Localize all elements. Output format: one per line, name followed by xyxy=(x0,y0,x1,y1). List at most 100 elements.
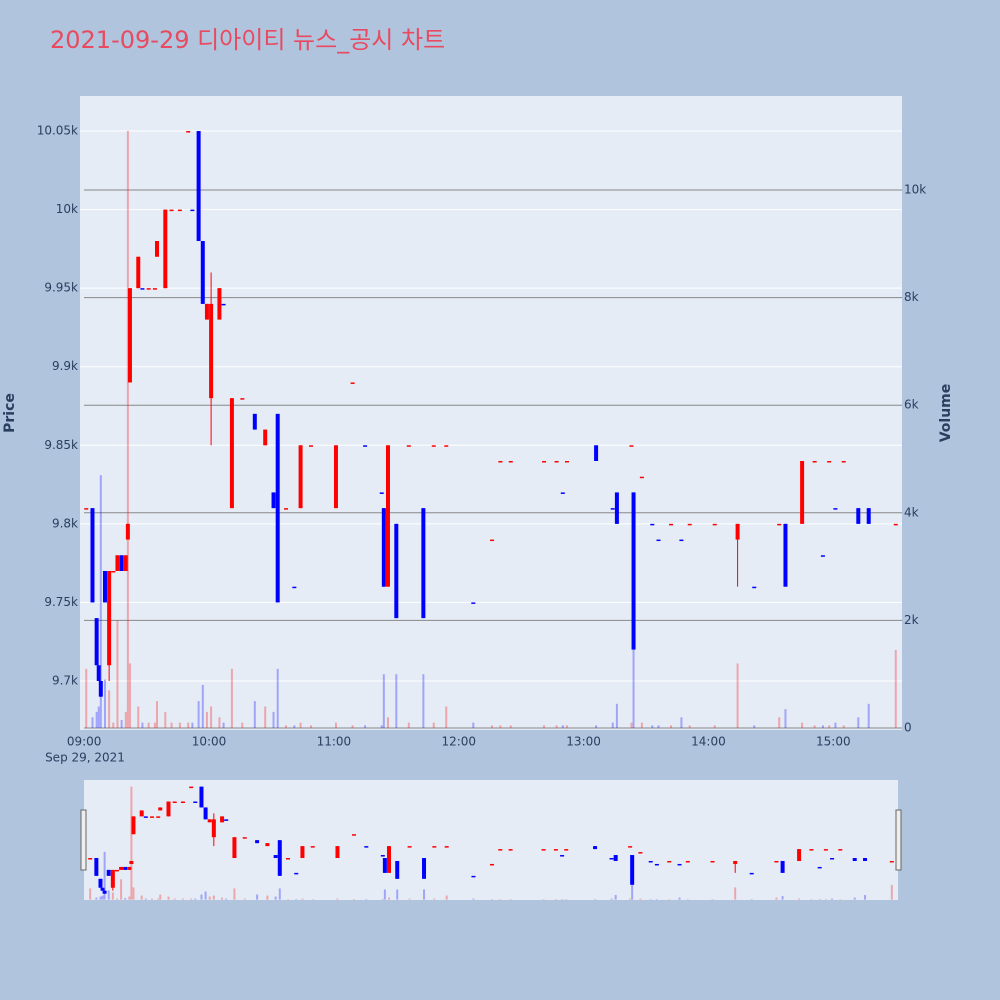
range-handle-right[interactable] xyxy=(895,809,902,871)
volume-bar xyxy=(124,711,127,729)
slider-candle-body xyxy=(98,878,103,888)
candle-body xyxy=(252,413,257,430)
volume-bar xyxy=(230,668,233,729)
candle-body xyxy=(169,209,174,212)
candle-body xyxy=(639,476,644,479)
slider-volume-bar xyxy=(629,898,632,900)
volume-bar xyxy=(543,725,546,729)
x-tick-label: 15:00 xyxy=(816,735,851,749)
slider-candle-body xyxy=(286,858,291,860)
slider-candle-body xyxy=(564,849,569,851)
x-tick-label: 14:00 xyxy=(691,735,726,749)
slider-candle-body xyxy=(685,860,690,863)
slider-candle-body xyxy=(395,860,400,879)
slider-volume-bar xyxy=(499,899,502,900)
slider-volume-bar xyxy=(408,898,411,900)
volume-bar xyxy=(155,701,158,729)
volume-bar xyxy=(509,725,512,729)
volume-bar xyxy=(126,130,129,729)
slider-volume-bar xyxy=(208,896,211,900)
slider-volume-bar xyxy=(831,898,834,900)
slider-volume-bar xyxy=(278,888,281,900)
candle-body xyxy=(833,508,838,510)
slider-candle-body xyxy=(106,869,111,876)
volume-bar xyxy=(472,722,475,729)
slider-candle-body xyxy=(560,855,565,857)
volume-bar xyxy=(91,717,94,729)
slider-candle-body xyxy=(143,816,148,818)
candle-body xyxy=(385,445,390,587)
candle-body xyxy=(431,445,436,447)
slider-volume-bar xyxy=(594,899,597,900)
slider-candle-body xyxy=(613,855,618,861)
volume-bar xyxy=(187,722,190,729)
range-handle-left[interactable] xyxy=(80,809,87,871)
slider-candle-body xyxy=(817,866,822,869)
slider-volume-bar xyxy=(181,898,184,900)
slider-volume-bar xyxy=(287,899,290,900)
slider-volume-bar xyxy=(423,889,426,900)
slider-volume-bar xyxy=(311,899,314,900)
candle-body xyxy=(656,539,661,542)
volume-bar xyxy=(565,725,568,729)
volume-bar xyxy=(555,725,558,729)
slider-candle-body xyxy=(667,860,672,863)
slider-volume-bar xyxy=(890,884,893,900)
slider-candle-body xyxy=(628,846,633,848)
slider-candle-body xyxy=(123,866,128,870)
slider-candle-body xyxy=(830,858,835,860)
volume-bar xyxy=(595,725,598,729)
candle-body xyxy=(800,461,805,524)
slider-volume-bar xyxy=(167,896,170,900)
volume-bar xyxy=(205,711,208,729)
slider-candle-body xyxy=(386,846,391,873)
slider-candle-body xyxy=(809,849,814,851)
volume-bar xyxy=(218,717,221,729)
candle-body xyxy=(217,288,222,320)
range-slider[interactable] xyxy=(84,780,898,900)
slider-candle-body xyxy=(863,858,868,861)
candle-body xyxy=(669,523,674,526)
slider-volume-bar xyxy=(301,898,304,900)
candle-body xyxy=(163,209,168,289)
volume-bar xyxy=(95,711,98,729)
candle-body xyxy=(111,570,116,573)
candle-body xyxy=(229,398,234,509)
candle-body xyxy=(119,555,124,571)
candle-body xyxy=(631,492,636,650)
volume-bar xyxy=(351,725,354,729)
y-tick-label: 9.9k xyxy=(52,359,78,373)
slider-candle-body xyxy=(242,837,247,839)
chart-title: 2021-09-29 디아이티 뉴스_공시 차트 xyxy=(50,26,445,54)
volume-bar xyxy=(867,703,870,729)
candle-body xyxy=(107,570,112,666)
candle-body xyxy=(84,508,89,510)
candle-body xyxy=(490,539,495,542)
slider-volume-bar xyxy=(295,899,298,900)
volume-bar xyxy=(99,475,102,729)
candle-body xyxy=(298,445,303,509)
candle-body xyxy=(284,508,289,510)
slider-candle-body xyxy=(131,816,136,835)
slider-volume-bar xyxy=(151,898,154,900)
volume-bar xyxy=(153,722,156,729)
candle-body xyxy=(90,508,95,603)
slider-volume-bar xyxy=(173,898,176,900)
y-tick-label: 9.7k xyxy=(52,673,78,687)
y2-tick-label: 2k xyxy=(904,613,919,627)
slider-volume-bar xyxy=(221,897,224,900)
slider-volume-bar xyxy=(190,898,193,900)
volume-bar xyxy=(264,706,267,729)
slider-candle-body xyxy=(838,849,843,851)
slider-candle-body xyxy=(158,807,163,811)
slider-candle-body xyxy=(129,860,134,864)
slider-volume-bar xyxy=(396,889,399,900)
slider-candle-body xyxy=(94,858,99,876)
candle-body xyxy=(140,288,145,290)
candle-body xyxy=(564,461,569,463)
candle-body xyxy=(893,523,898,526)
candle-body xyxy=(292,586,297,589)
slider-volume-bar xyxy=(864,895,867,900)
slider-candle-body xyxy=(232,837,237,859)
